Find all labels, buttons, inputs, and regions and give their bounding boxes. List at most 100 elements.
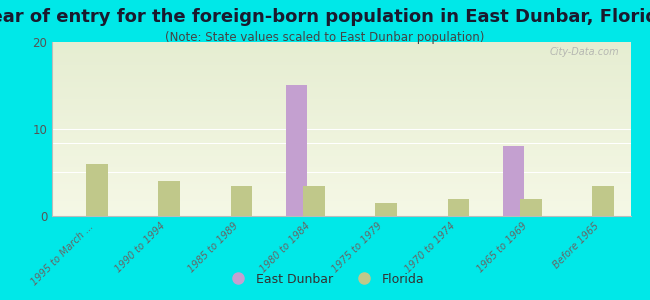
Bar bbox=[52, 196, 630, 197]
Bar bbox=[52, 167, 630, 168]
Bar bbox=[52, 171, 630, 172]
Bar bbox=[52, 121, 630, 122]
Bar bbox=[52, 160, 630, 161]
Bar bbox=[52, 130, 630, 131]
Bar bbox=[52, 72, 630, 73]
Bar bbox=[52, 144, 630, 145]
Bar bbox=[52, 206, 630, 207]
Bar bbox=[52, 136, 630, 137]
Bar bbox=[52, 215, 630, 216]
Bar bbox=[52, 195, 630, 196]
Bar bbox=[52, 143, 630, 144]
Bar bbox=[52, 159, 630, 160]
Bar bbox=[52, 50, 630, 51]
Bar bbox=[52, 49, 630, 50]
Bar bbox=[52, 180, 630, 181]
Bar bbox=[52, 173, 630, 174]
Bar bbox=[52, 131, 630, 132]
Bar bbox=[52, 137, 630, 138]
Bar bbox=[52, 139, 630, 140]
Bar bbox=[52, 79, 630, 80]
Bar bbox=[52, 162, 630, 163]
Bar bbox=[52, 135, 630, 136]
Bar bbox=[52, 78, 630, 79]
Bar bbox=[52, 200, 630, 201]
Bar bbox=[52, 47, 630, 48]
Bar bbox=[52, 101, 630, 102]
Bar bbox=[52, 157, 630, 158]
Bar bbox=[52, 71, 630, 72]
Bar bbox=[52, 191, 630, 192]
Bar bbox=[52, 59, 630, 60]
Bar bbox=[52, 57, 630, 58]
Bar bbox=[52, 54, 630, 55]
Bar bbox=[52, 198, 630, 199]
Bar bbox=[52, 87, 630, 88]
Bar bbox=[52, 120, 630, 121]
Bar bbox=[52, 193, 630, 194]
Bar bbox=[52, 65, 630, 66]
Bar bbox=[52, 115, 630, 116]
Bar bbox=[52, 45, 630, 46]
Bar bbox=[52, 105, 630, 106]
Bar bbox=[52, 158, 630, 159]
Bar bbox=[52, 128, 630, 129]
Bar bbox=[52, 178, 630, 179]
Bar bbox=[52, 188, 630, 189]
Bar bbox=[52, 118, 630, 119]
Bar bbox=[52, 99, 630, 100]
Bar bbox=[52, 85, 630, 86]
Bar bbox=[52, 156, 630, 157]
Bar bbox=[52, 107, 630, 108]
Bar bbox=[52, 44, 630, 45]
Bar bbox=[52, 122, 630, 123]
Bar bbox=[52, 127, 630, 128]
Bar bbox=[52, 151, 630, 152]
Bar bbox=[52, 202, 630, 203]
Bar bbox=[52, 132, 630, 133]
Bar bbox=[52, 184, 630, 185]
Bar bbox=[52, 182, 630, 183]
Bar bbox=[52, 89, 630, 90]
Bar bbox=[520, 199, 541, 216]
Bar bbox=[52, 183, 630, 184]
Text: Year of entry for the foreign-born population in East Dunbar, Florida: Year of entry for the foreign-born popul… bbox=[0, 8, 650, 26]
Bar bbox=[52, 194, 630, 195]
Bar bbox=[52, 95, 630, 96]
Bar bbox=[52, 212, 630, 213]
Text: City-Data.com: City-Data.com bbox=[549, 47, 619, 57]
Bar bbox=[52, 62, 630, 63]
Bar bbox=[52, 117, 630, 118]
Bar bbox=[52, 42, 630, 43]
Bar bbox=[592, 185, 614, 216]
Bar bbox=[86, 164, 108, 216]
Bar bbox=[52, 43, 630, 44]
Bar bbox=[52, 190, 630, 191]
Bar bbox=[52, 112, 630, 113]
Bar bbox=[52, 63, 630, 64]
Bar bbox=[52, 60, 630, 61]
Bar bbox=[52, 77, 630, 78]
Bar bbox=[52, 208, 630, 209]
Bar bbox=[52, 145, 630, 146]
Bar bbox=[159, 181, 180, 216]
Bar bbox=[52, 116, 630, 117]
Bar bbox=[52, 58, 630, 59]
Bar bbox=[52, 213, 630, 214]
Bar bbox=[52, 153, 630, 154]
Text: (Note: State values scaled to East Dunbar population): (Note: State values scaled to East Dunba… bbox=[165, 32, 485, 44]
Bar bbox=[52, 192, 630, 193]
Bar bbox=[52, 169, 630, 170]
Bar bbox=[52, 185, 630, 186]
Bar bbox=[52, 133, 630, 134]
Bar bbox=[52, 91, 630, 92]
Bar bbox=[52, 176, 630, 177]
Bar bbox=[52, 93, 630, 94]
Bar bbox=[52, 69, 630, 70]
Bar bbox=[52, 110, 630, 111]
Bar bbox=[52, 81, 630, 82]
Bar bbox=[52, 90, 630, 91]
Bar bbox=[52, 201, 630, 202]
Bar bbox=[52, 125, 630, 126]
Bar bbox=[52, 204, 630, 205]
